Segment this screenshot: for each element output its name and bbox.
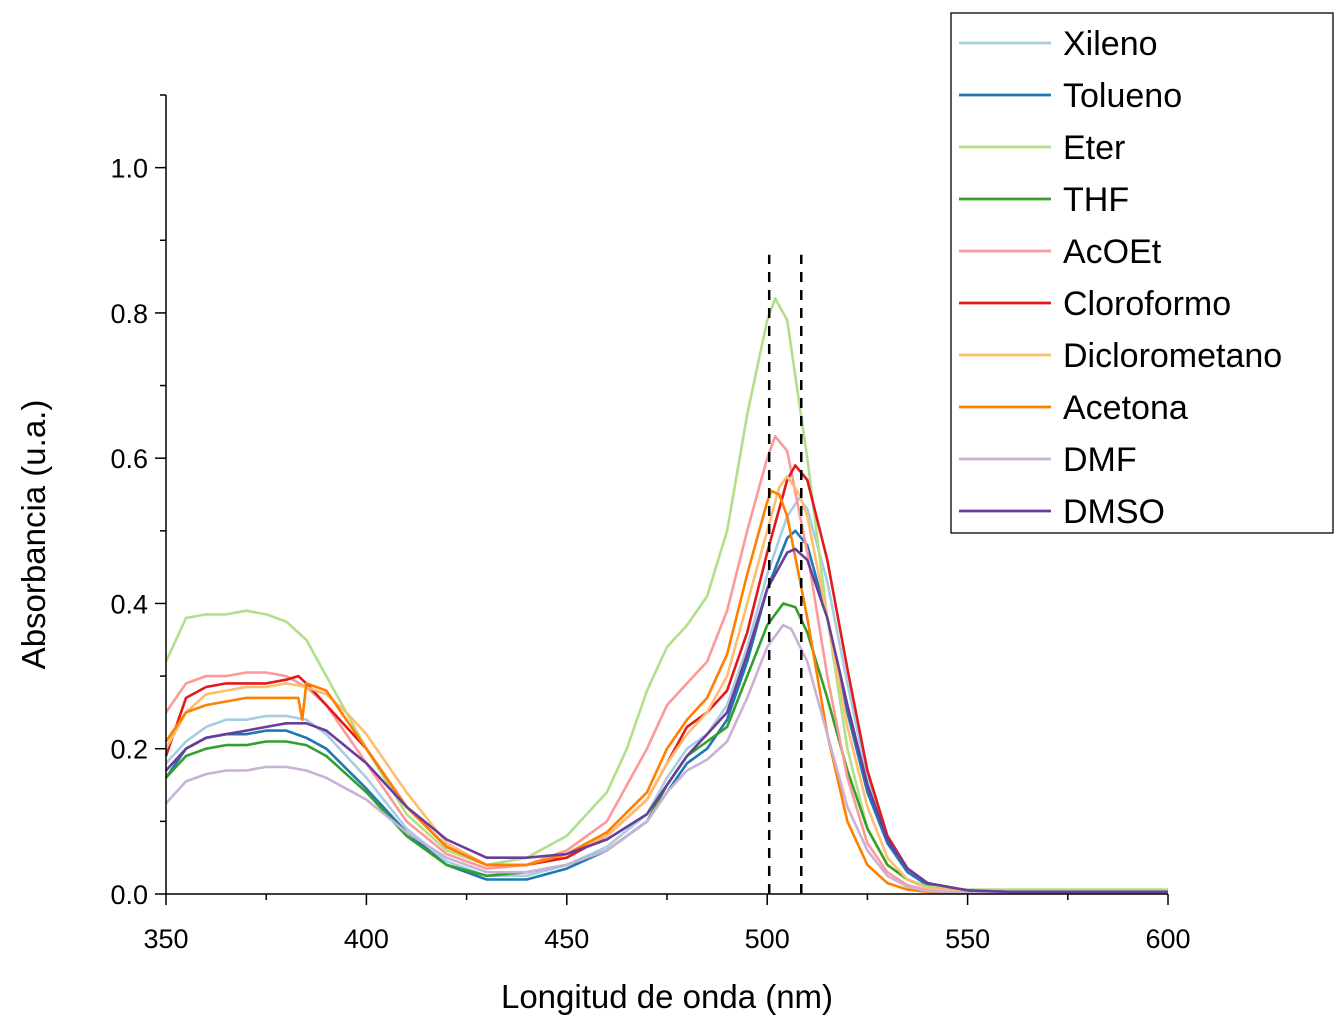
legend-label: Eter xyxy=(1063,129,1125,167)
x-tick-label: 500 xyxy=(745,924,790,954)
x-tick-label: 450 xyxy=(544,924,589,954)
series-line-xileno xyxy=(165,496,1168,894)
series-line-acetona xyxy=(164,489,1168,894)
legend-label: THF xyxy=(1063,181,1129,219)
legend-label: DMF xyxy=(1063,441,1137,479)
series-line-acoet xyxy=(164,435,1169,894)
legend-label: DMSO xyxy=(1063,493,1165,531)
series-line-tolueno xyxy=(164,529,1168,894)
legend-label: Cloroformo xyxy=(1063,285,1231,323)
y-tick-label: 0.2 xyxy=(110,735,148,765)
plot-lines xyxy=(164,297,1169,894)
series-line-thf xyxy=(165,602,1169,894)
legend-label: Xileno xyxy=(1063,25,1158,63)
legend-box xyxy=(950,12,1334,534)
y-tick-label: 0.0 xyxy=(110,880,148,910)
x-tick-label: 350 xyxy=(143,924,188,954)
y-tick-label: 1.0 xyxy=(110,154,148,184)
legend-label: Acetona xyxy=(1063,389,1188,427)
x-tick-label: 550 xyxy=(945,924,990,954)
legend-label: Diclorometano xyxy=(1063,337,1282,375)
series-line-dmso xyxy=(165,547,1168,894)
x-tick-label: 400 xyxy=(344,924,389,954)
y-tick-label: 0.6 xyxy=(110,444,148,474)
y-axis-title: Absorbancia (u.a.) xyxy=(15,400,52,670)
x-axis-title: Longitud de onda (nm) xyxy=(501,978,833,1015)
x-tick-label: 600 xyxy=(1145,924,1190,954)
ticks: 350 400 450 500 550 600 0.0 0.2 0.4 0.6 0.8 1.0 xyxy=(110,94,1191,954)
legend: Xileno Tolueno Eter THF AcOEt Cloroformo Diclo… xyxy=(950,12,1334,534)
y-tick-label: 0.8 xyxy=(110,299,148,329)
y-tick-label: 0.4 xyxy=(110,589,148,619)
legend-label: AcOEt xyxy=(1063,233,1162,271)
legend-label: Tolueno xyxy=(1063,77,1182,115)
series-line-diclorometano xyxy=(164,475,1169,894)
series-line-dmf xyxy=(165,623,1168,894)
